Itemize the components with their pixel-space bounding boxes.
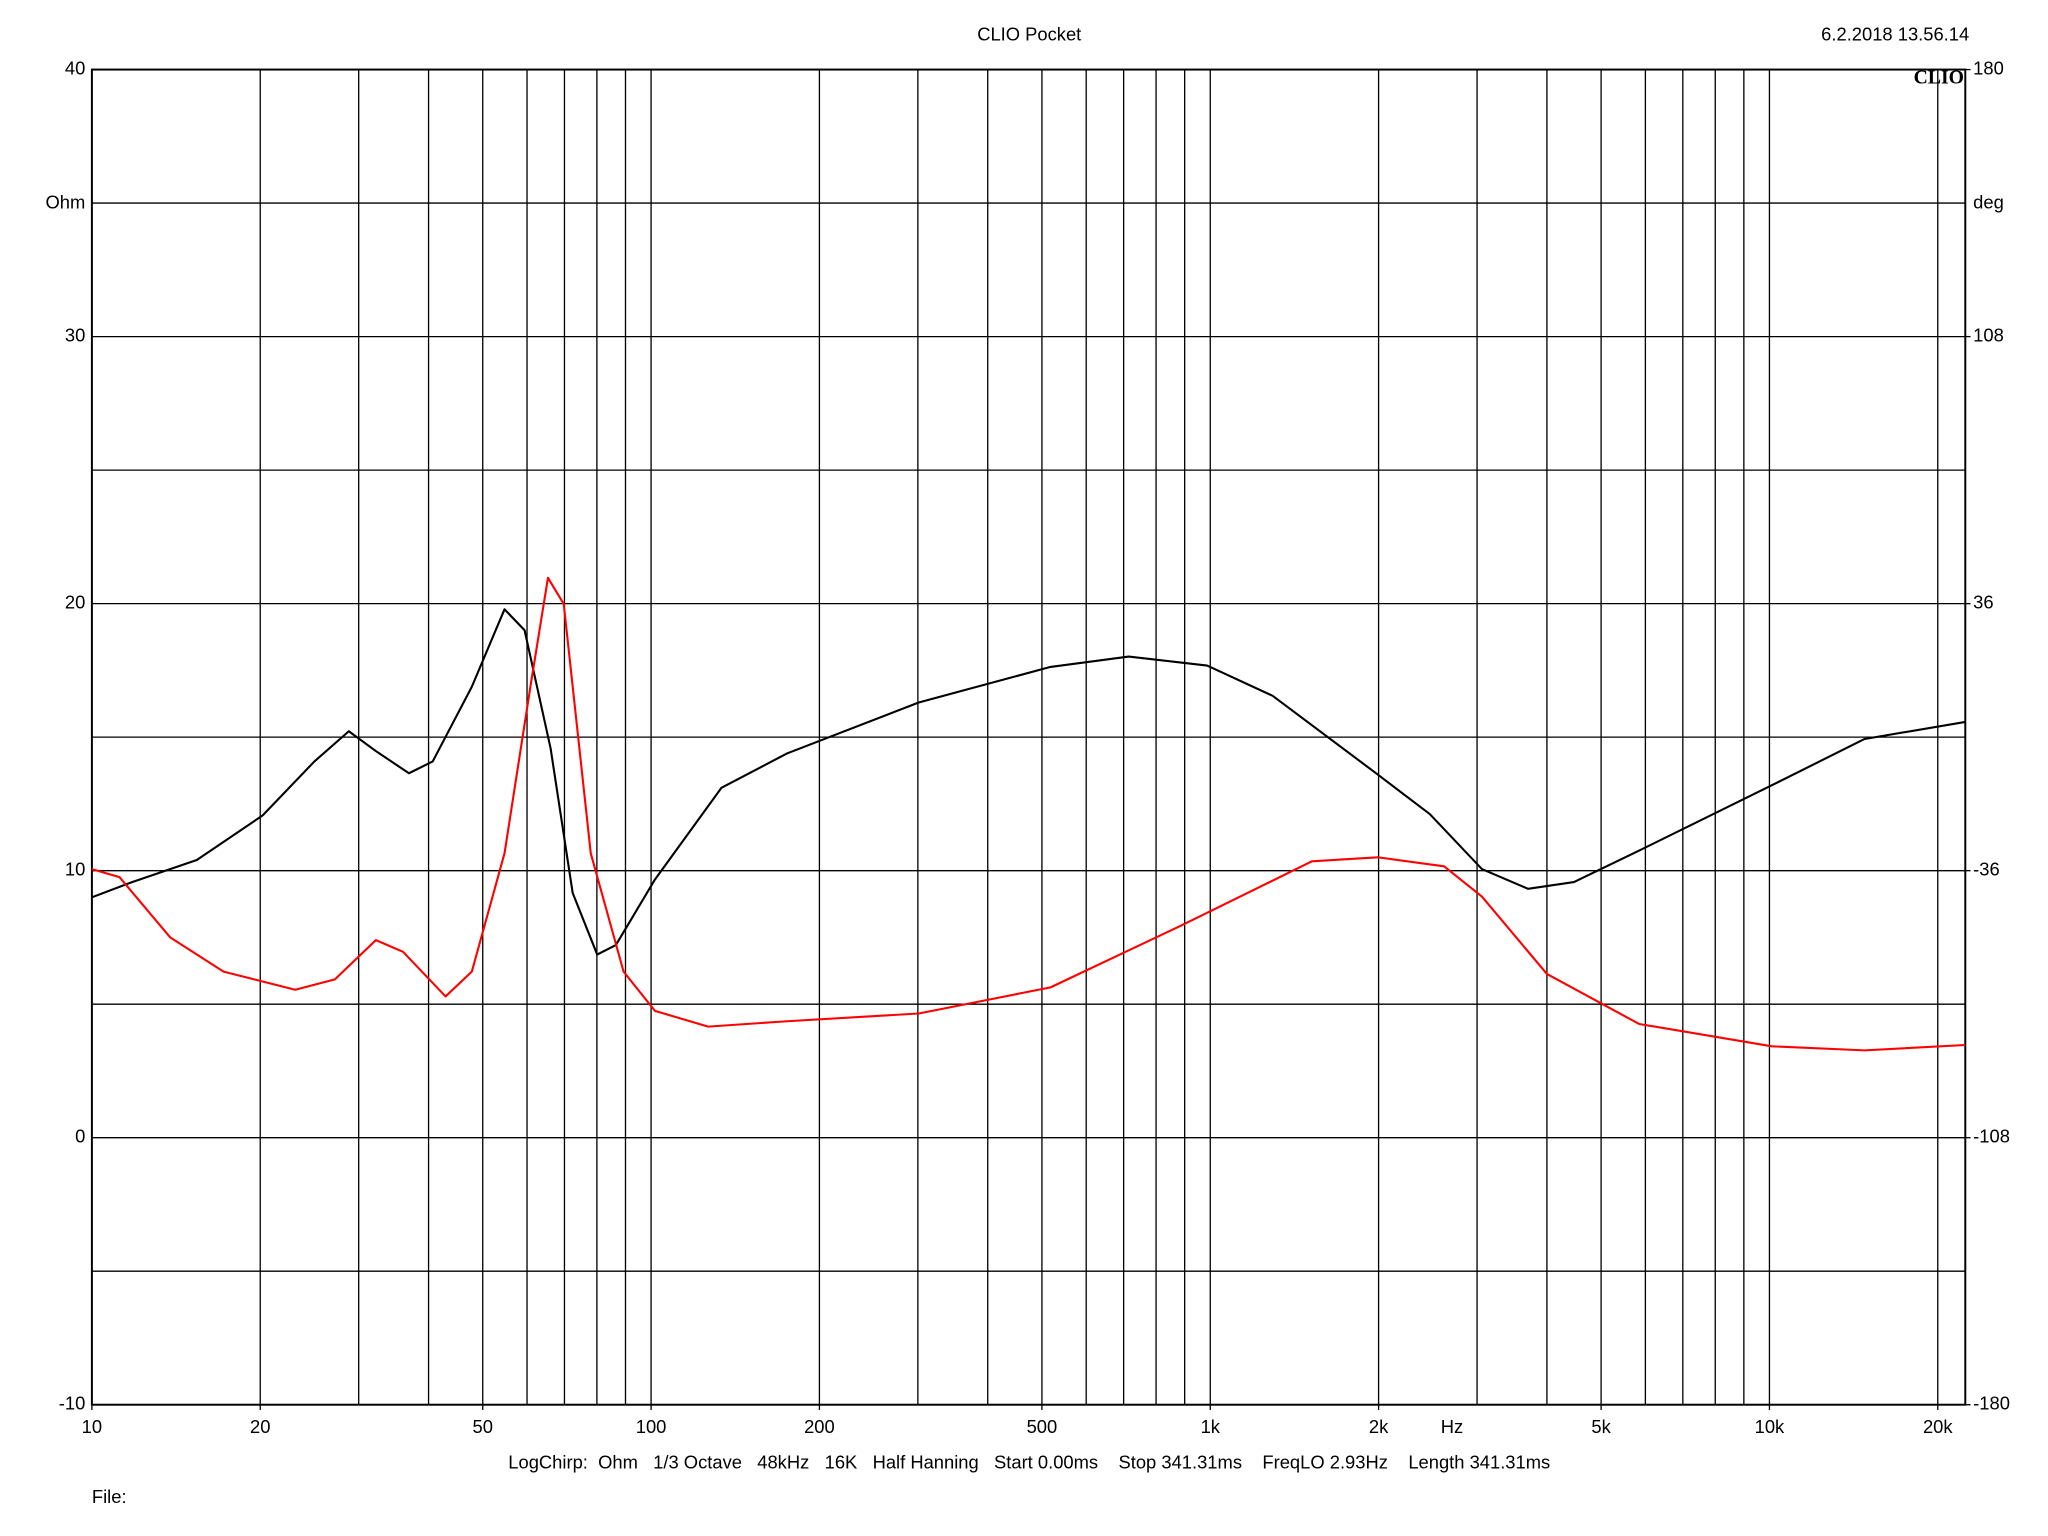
y-tick-label: 0 — [75, 1126, 85, 1147]
x-tick-label: 200 — [804, 1416, 835, 1437]
x-tick-label: 50 — [473, 1416, 493, 1437]
plot-frame — [90, 68, 1967, 1406]
y2-tick-label: -180 — [1973, 1393, 2010, 1414]
series-line — [91, 576, 1966, 1052]
x-tick-label: 2k — [1369, 1416, 1389, 1437]
chart-title: CLIO Pocket — [977, 23, 1081, 44]
y2-tick-label: 36 — [1973, 591, 1993, 612]
y2-tick-label: 108 — [1973, 324, 2004, 345]
y-tick-label: 40 — [65, 57, 85, 78]
y-tick-label: 30 — [65, 324, 85, 345]
x-tick-label: 10k — [1755, 1416, 1785, 1437]
y2-axis-label: deg — [1973, 191, 2004, 212]
x-tick-label: 10 — [82, 1416, 102, 1437]
y-axis-label: Ohm — [46, 191, 86, 212]
y2-tick-label: 180 — [1973, 57, 2004, 78]
logo: CLIO — [1914, 66, 1964, 88]
timestamp: 6.2.2018 13.56.14 — [1821, 23, 1969, 44]
y-tick-label: 10 — [65, 859, 85, 880]
footer: LogChirp: Ohm 1/3 Octave 48kHz 16K Half … — [508, 1452, 1550, 1473]
file-label: File: — [92, 1486, 127, 1507]
x-tick-label: 20 — [250, 1416, 270, 1437]
x-unit-label: Hz — [1441, 1416, 1463, 1437]
series-line — [91, 608, 1966, 956]
x-tick-label: 20k — [1923, 1416, 1953, 1437]
x-tick-label: 5k — [1591, 1416, 1611, 1437]
y2-tick-label: -36 — [1973, 859, 2000, 880]
y-tick-label: -10 — [59, 1393, 86, 1414]
y-tick-label: 20 — [65, 591, 85, 612]
y2-tick-label: -108 — [1973, 1126, 2010, 1147]
x-tick-label: 500 — [1027, 1416, 1058, 1437]
x-tick-label: 100 — [636, 1416, 667, 1437]
x-tick-label: 1k — [1201, 1416, 1221, 1437]
